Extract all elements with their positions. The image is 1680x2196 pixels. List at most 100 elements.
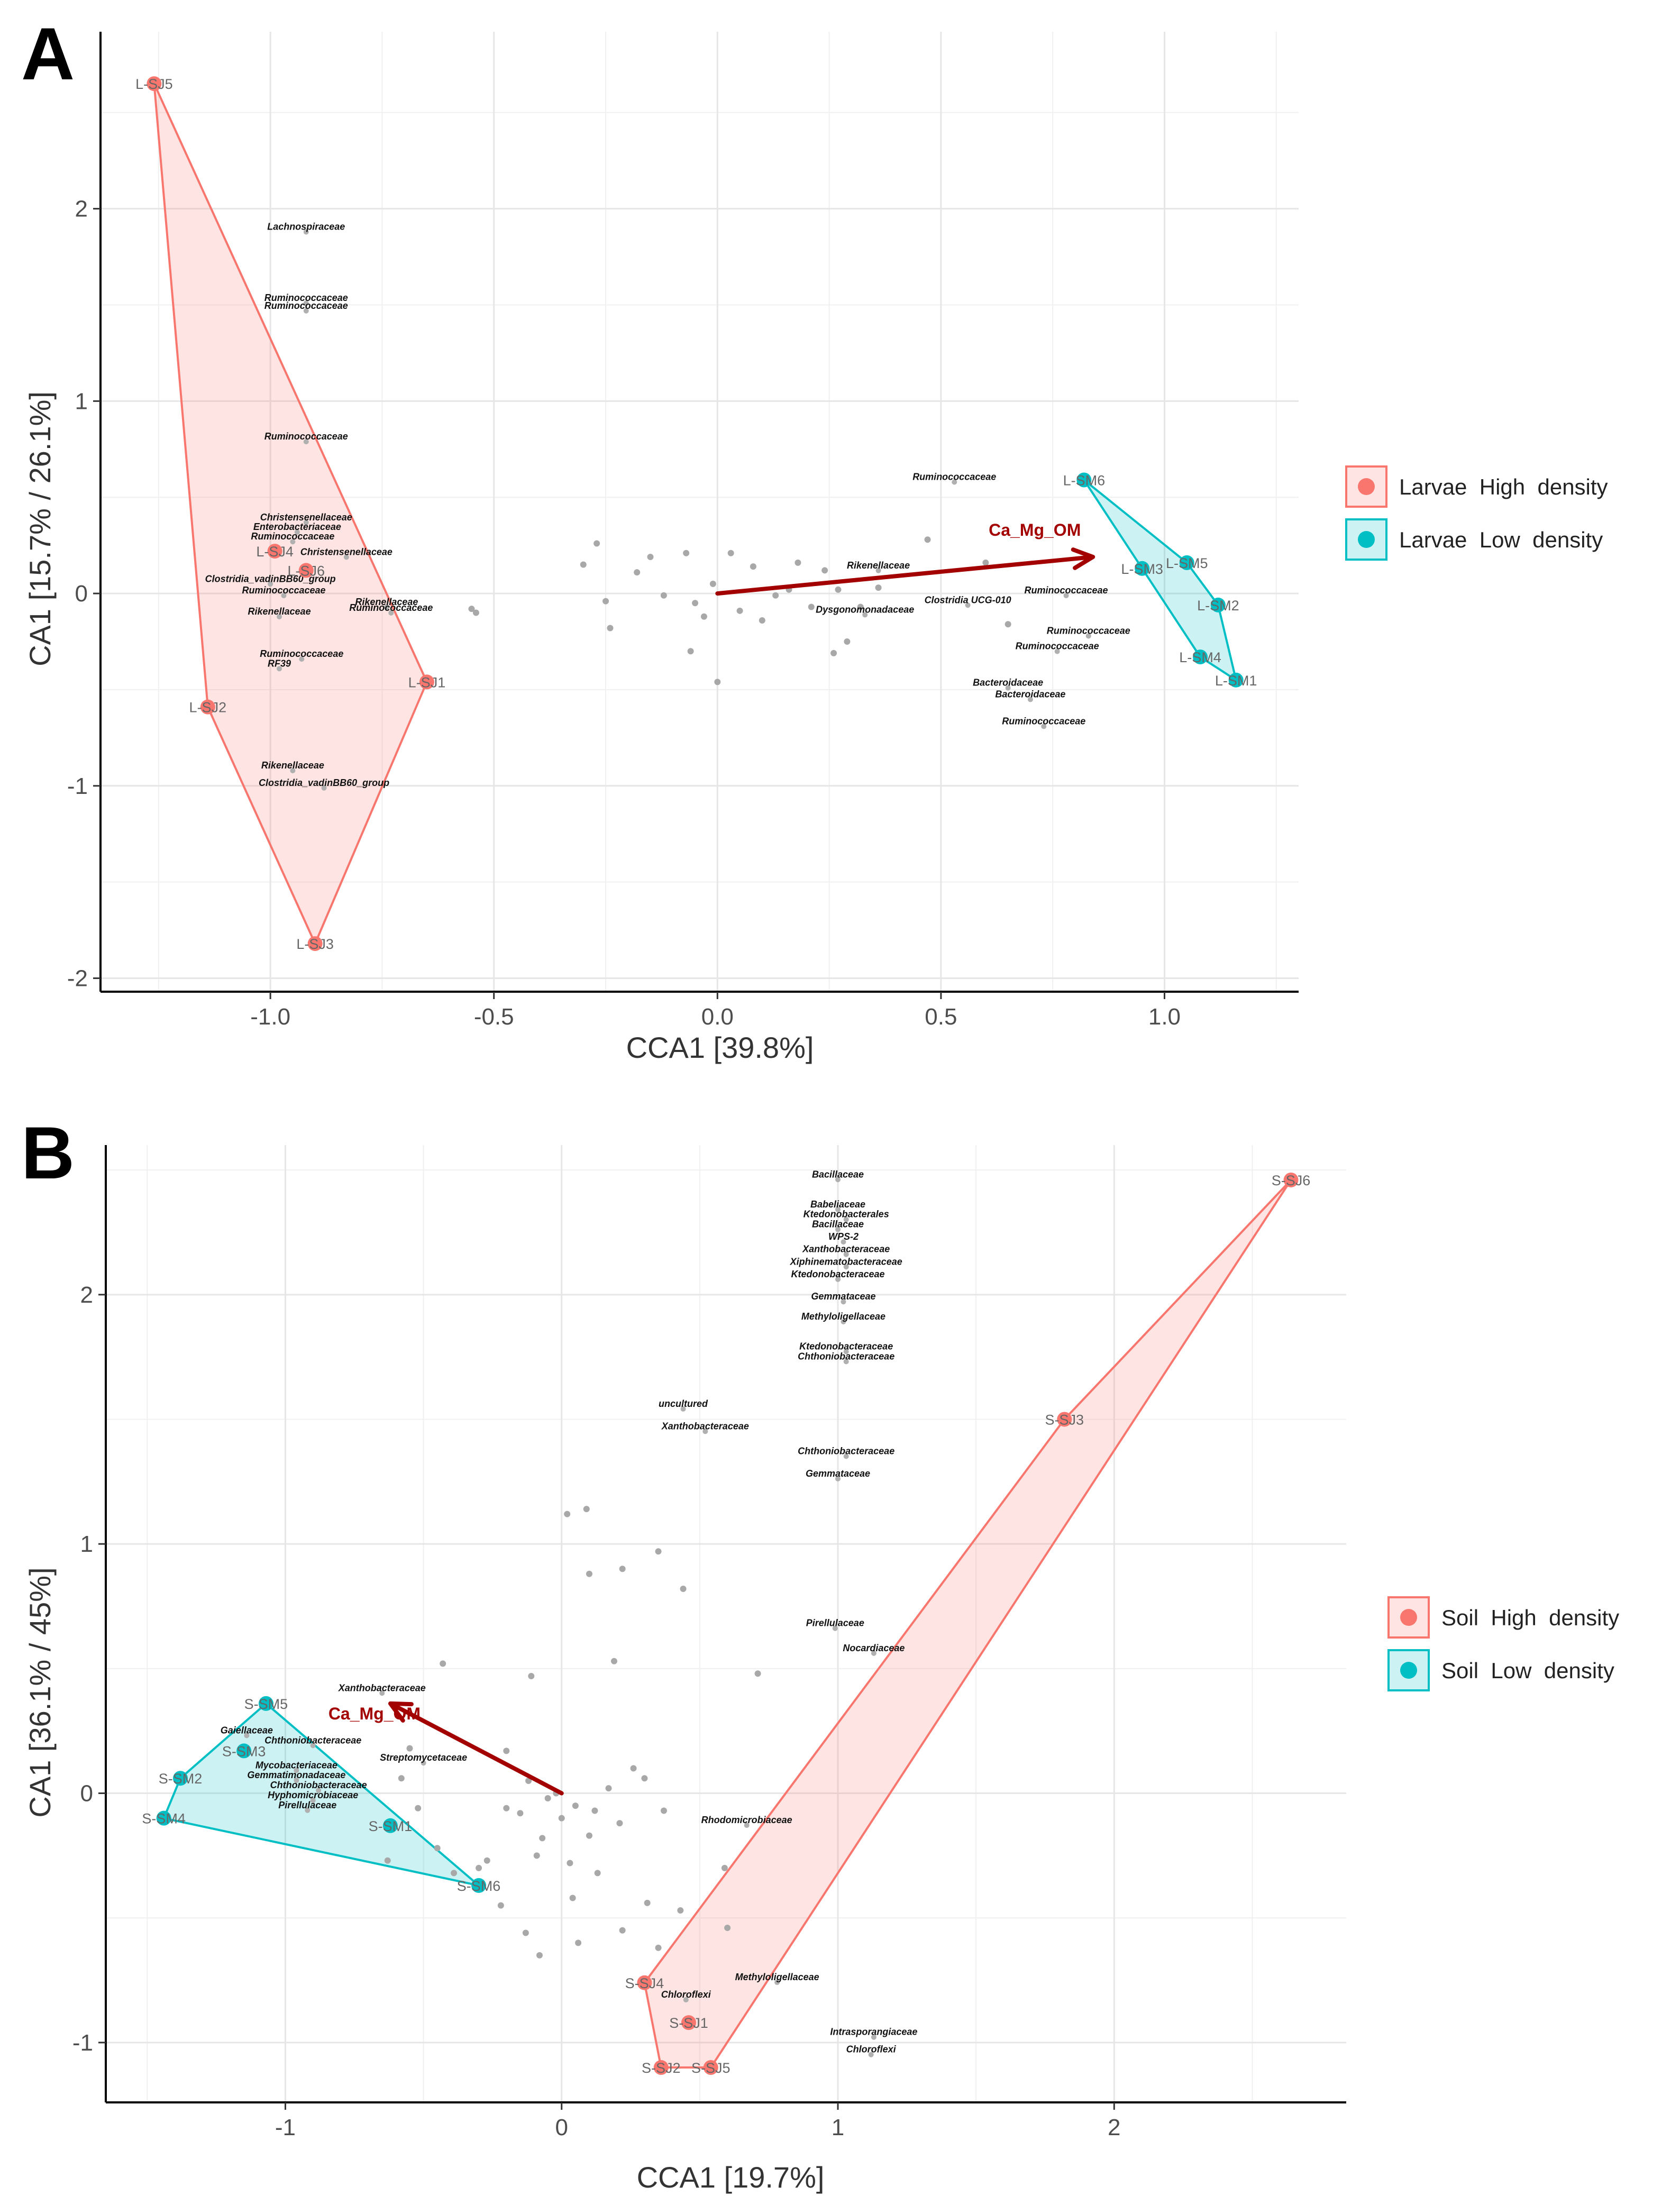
taxon-label: Ktedonobacteraceae xyxy=(799,1341,893,1352)
taxon-point xyxy=(305,1807,311,1813)
taxon-point xyxy=(415,1805,422,1811)
taxon-label: Ruminococcaceae xyxy=(349,602,433,613)
sample-point-s-sm4 xyxy=(156,1810,171,1826)
taxon-point xyxy=(533,1852,540,1859)
taxon-label: Christensenellaceae xyxy=(260,512,352,523)
taxon-point xyxy=(843,1359,849,1365)
env-arrow-label: Ca_Mg_OM xyxy=(989,520,1081,539)
taxon-point xyxy=(841,1299,846,1305)
taxon-point xyxy=(303,439,309,445)
taxon-label: Xanthobacteraceae xyxy=(338,1682,426,1693)
sample-label-l-sj6: L-SJ6 xyxy=(287,563,325,579)
taxon-point xyxy=(835,1276,841,1282)
taxon-point xyxy=(517,1810,524,1817)
taxon-point xyxy=(616,1820,623,1827)
taxon-point xyxy=(677,1907,684,1914)
x-tick-label: -0.5 xyxy=(474,1004,514,1030)
sample-point-l-sm5 xyxy=(1179,555,1194,570)
legend-point-soil-high-density xyxy=(1400,1609,1417,1626)
taxon-label: Chloroflexi xyxy=(661,1989,711,2000)
taxon-point xyxy=(843,1453,849,1459)
sample-point-s-sj1 xyxy=(681,2015,696,2030)
taxon-point xyxy=(476,1864,482,1871)
taxon-point xyxy=(539,1835,546,1842)
taxon-label: Rhodomicrobiaceae xyxy=(701,1815,792,1825)
taxon-point xyxy=(644,1899,651,1906)
taxon-point xyxy=(700,613,707,620)
taxon-point xyxy=(843,1216,849,1222)
sample-point-l-sm6 xyxy=(1076,472,1092,488)
taxon-point xyxy=(821,567,828,574)
taxon-point xyxy=(303,300,309,306)
panel-b-legend: Soil High density Soil Low density xyxy=(1387,1596,1619,1691)
y-tick-label: -1 xyxy=(72,2030,93,2056)
taxon-point xyxy=(303,229,309,235)
sample-label-l-sm4: L-SM4 xyxy=(1179,649,1221,665)
sample-label-l-sm6: L-SM6 xyxy=(1063,472,1106,488)
taxon-label: Ruminococcaceae xyxy=(1016,641,1099,652)
taxon-label: Streptomycetaceae xyxy=(380,1752,467,1763)
taxon-point xyxy=(567,1860,573,1866)
sample-point-l-sj4 xyxy=(267,544,282,559)
taxon-point xyxy=(843,1349,849,1355)
panel-b-taxa-labels: BacillaceaeBabeliaceaeKtedonobacteralesB… xyxy=(221,1169,917,2057)
sample-label-s-sj5: S-SJ5 xyxy=(691,2060,731,2076)
taxon-label: Ktedonobacterales xyxy=(804,1209,889,1220)
taxon-label: Pirellulaceae xyxy=(806,1618,864,1628)
x-tick-label: 1.0 xyxy=(1148,1004,1181,1030)
taxon-point xyxy=(343,554,349,560)
taxon-label: Ruminococcaceae xyxy=(264,431,348,442)
taxon-point xyxy=(388,610,394,616)
sample-point-l-sm2 xyxy=(1210,597,1226,612)
x-tick-label: -1 xyxy=(275,2115,296,2140)
sample-label-s-sm4: S-SM4 xyxy=(142,1811,186,1827)
taxon-label: Xanthobacteraceae xyxy=(802,1244,890,1255)
panel-a-taxa-labels: LachnospiraceaeRuminococcaceaeRuminococc… xyxy=(205,222,1130,791)
taxon-point xyxy=(727,550,734,556)
taxon-point xyxy=(310,1743,316,1749)
x-tick-label: -1.0 xyxy=(250,1004,290,1030)
taxon-label: Clostridia UCG-010 xyxy=(925,594,1011,605)
sample-label-l-sj4: L-SJ4 xyxy=(256,544,294,560)
taxon-point xyxy=(522,1929,529,1936)
panel-a: A LachnospiraceaeRuminococcaceaeRuminoco… xyxy=(21,12,1608,1064)
sample-label-s-sj4: S-SJ4 xyxy=(625,1975,664,1991)
env-arrow-shaft xyxy=(391,1703,564,1796)
taxon-point xyxy=(1054,648,1060,654)
sample-label-l-sj3: L-SJ3 xyxy=(296,936,334,952)
y-tick-label: 2 xyxy=(75,196,88,222)
sample-label-s-sj2: S-SJ2 xyxy=(642,2060,681,2076)
taxon-point xyxy=(607,625,614,632)
taxon-point xyxy=(875,568,881,573)
taxon-point xyxy=(795,559,801,566)
taxon-point xyxy=(406,1745,413,1752)
sample-point-s-sj6 xyxy=(1283,1172,1299,1187)
taxon-point xyxy=(1041,724,1047,729)
taxon-point xyxy=(759,617,765,624)
legend-label-larvae-low-density: Larvae Low density xyxy=(1399,527,1603,552)
taxon-label: Chthoniobacteraceae xyxy=(264,1735,361,1745)
taxon-label: Rikenellaceae xyxy=(261,760,324,771)
taxon-point xyxy=(862,612,868,618)
taxon-point xyxy=(303,519,309,525)
sample-point-l-sm4 xyxy=(1193,649,1208,665)
sample-point-l-sm1 xyxy=(1228,672,1244,688)
y-tick-label: 0 xyxy=(75,581,88,607)
taxon-label: Gaiellaceae xyxy=(221,1725,273,1735)
sample-label-s-sm6: S-SM6 xyxy=(457,1878,501,1894)
taxon-point xyxy=(641,1775,648,1782)
taxon-point xyxy=(303,308,309,314)
taxon-point xyxy=(536,1952,543,1959)
taxon-point xyxy=(1085,633,1091,639)
taxon-point xyxy=(634,569,641,576)
taxon-label: Enterobacteriaceae xyxy=(253,521,341,532)
taxon-label: Clostridia_vadinBB60_group xyxy=(259,777,389,788)
x-tick-label: 0.5 xyxy=(925,1004,957,1030)
sample-point-l-sm3 xyxy=(1135,561,1150,576)
taxon-point xyxy=(841,1319,846,1324)
taxon-point xyxy=(952,479,957,485)
sample-point-s-sm2 xyxy=(173,1771,188,1786)
taxon-point xyxy=(857,603,864,610)
taxon-point xyxy=(683,550,690,556)
